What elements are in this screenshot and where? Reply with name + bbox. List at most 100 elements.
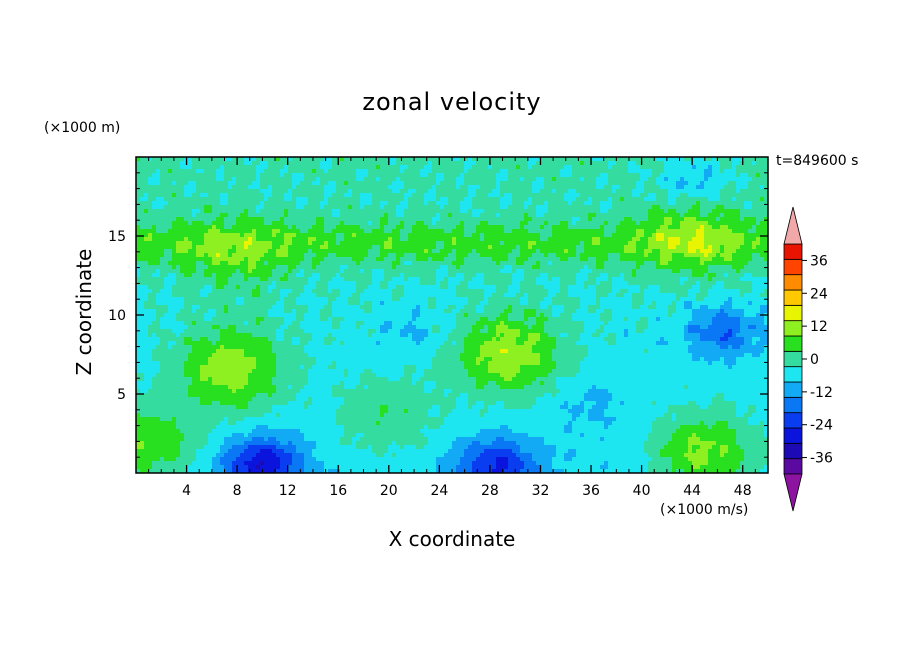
contour-cell [308,169,313,174]
contour-cell [188,177,193,182]
contour-cell [356,265,361,270]
contour-cell [176,217,181,222]
contour-cell [244,205,249,210]
contour-cell [508,173,513,178]
contour-cell [540,233,545,238]
contour-cell [144,241,149,246]
contour-cell [416,157,421,162]
contour-cell [468,277,473,282]
contour-cell [748,273,753,278]
contour-cell [432,253,437,258]
contour-cell [172,265,177,270]
contour-cell [412,193,417,198]
contour-cell [500,221,505,226]
contour-cell [516,213,521,218]
contour-cell [612,225,617,230]
contour-cell [272,277,277,282]
contour-cell [480,185,485,190]
contour-cell [652,273,657,278]
contour-cell [208,269,213,274]
contour-cell [236,177,241,182]
contour-cell [172,185,177,190]
contour-cell [188,197,193,202]
contour-cell [580,165,585,170]
contour-cell [592,181,597,186]
contour-cell [180,157,185,162]
contour-cell [148,229,153,234]
contour-cell [420,253,425,258]
contour-cell [756,253,761,258]
contour-cell [444,273,449,278]
contour-cell [376,217,381,222]
contour-cell [468,181,473,186]
contour-cell [656,201,661,206]
contour-cell [684,241,689,246]
contour-cell [536,157,541,162]
contour-cell [564,201,569,206]
contour-cell [204,241,209,246]
contour-cell [252,213,257,218]
contour-cell [440,209,445,214]
contour-cell [328,213,333,218]
contour-cell [608,237,613,242]
contour-cell [248,257,253,262]
contour-cell [364,209,369,214]
contour-cell [624,229,629,234]
contour-cell [744,269,749,274]
contour-cell [600,237,605,242]
contour-cell [700,201,705,206]
contour-cell [672,269,677,274]
contour-cell [196,177,201,182]
contour-cell [268,245,273,250]
contour-cell [764,161,769,166]
contour-cell [360,189,365,194]
contour-cell [380,177,385,182]
contour-cell [500,181,505,186]
contour-cell [604,209,609,214]
contour-cell [600,265,605,270]
contour-cell [220,205,225,210]
contour-cell [748,233,753,238]
contour-cell [432,189,437,194]
contour-cell [680,233,685,238]
contour-cell [352,245,357,250]
contour-cell [316,165,321,170]
contour-cell [140,257,145,262]
contour-cell [448,213,453,218]
contour-cell [724,241,729,246]
contour-cell [456,201,461,206]
contour-cell [248,209,253,214]
contour-cell [332,277,337,282]
contour-cell [612,277,617,282]
contour-cell [240,157,245,162]
contour-cell [436,217,441,222]
contour-cell [640,245,645,250]
contour-cell [172,261,177,266]
contour-cell [712,273,717,278]
contour-cell [416,245,421,250]
contour-cell [348,241,353,246]
contour-cell [756,189,761,194]
contour-cell [596,217,601,222]
contour-cell [156,277,161,282]
contour-cell [212,189,217,194]
contour-cell [368,229,373,234]
contour-cell [240,169,245,174]
contour-cell [428,173,433,178]
contour-cell [344,241,349,246]
contour-cell [280,157,285,162]
contour-cell [744,241,749,246]
contour-cell [208,213,213,218]
contour-cell [484,205,489,210]
contour-cell [348,265,353,270]
contour-cell [428,257,433,262]
contour-cell [180,233,185,238]
contour-cell [480,261,485,266]
contour-cell [212,257,217,262]
contour-cell [352,165,357,170]
contour-cell [304,177,309,182]
contour-cell [588,221,593,226]
contour-cell [524,201,529,206]
contour-cell [592,169,597,174]
contour-cell [392,217,397,222]
